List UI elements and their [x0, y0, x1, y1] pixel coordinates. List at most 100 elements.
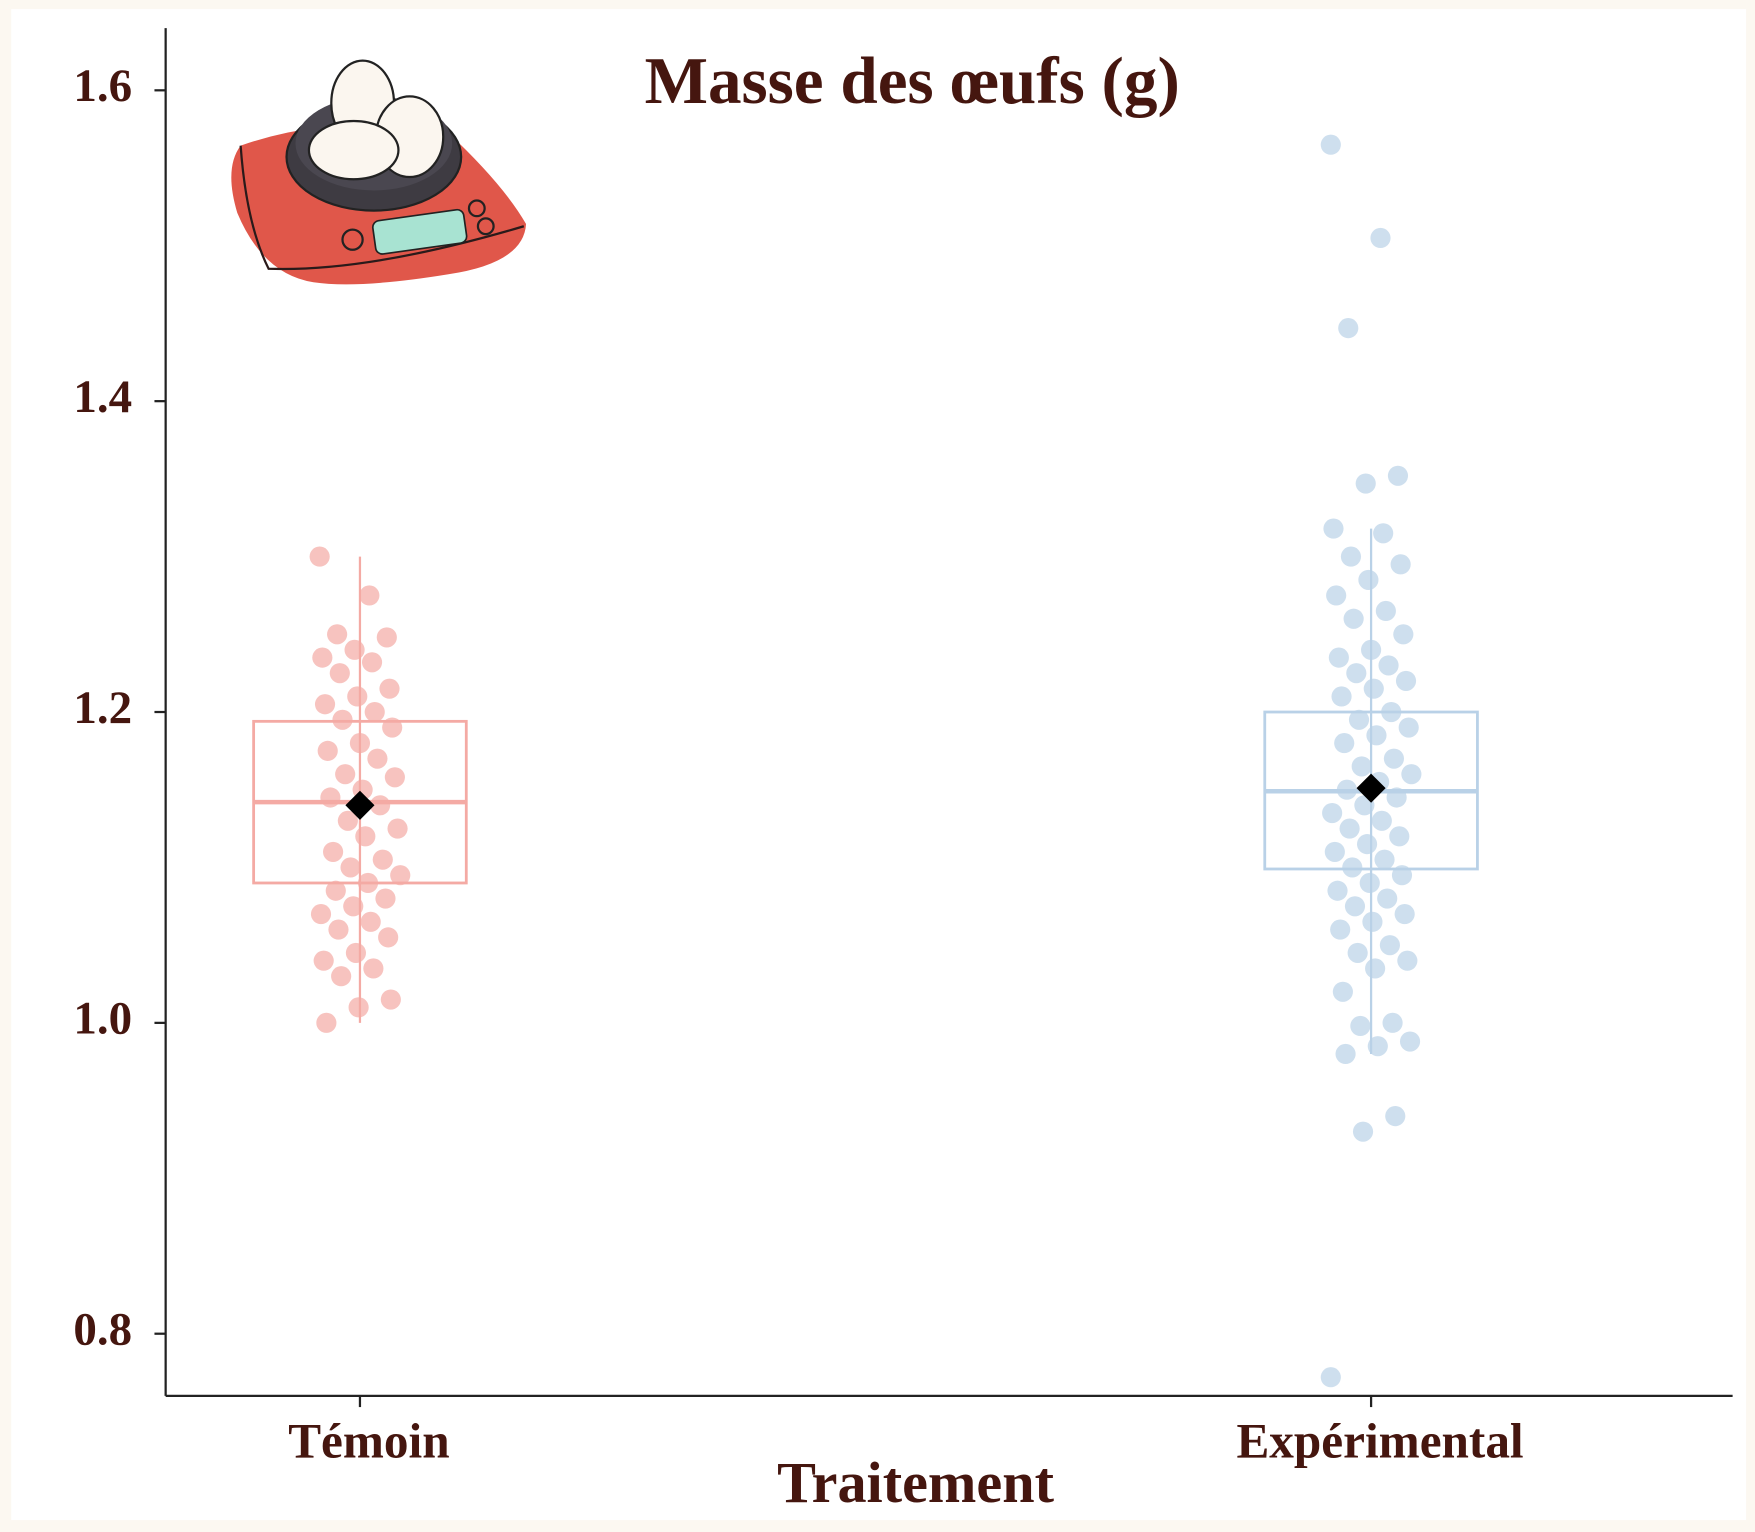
data-point: [1347, 942, 1368, 963]
y-tick-label: 0.8: [73, 1303, 132, 1355]
data-point: [1334, 733, 1355, 754]
data-point: [327, 624, 348, 645]
data-point: [331, 966, 352, 987]
data-point: [340, 857, 361, 878]
data-point: [1393, 624, 1414, 645]
data-point: [313, 950, 334, 971]
data-point: [325, 880, 346, 901]
data-point: [378, 927, 399, 948]
x-tick-label: Témoin: [288, 1414, 449, 1469]
data-point: [329, 663, 350, 684]
data-point: [1348, 709, 1370, 730]
data-point: [1339, 818, 1360, 839]
data-point: [323, 841, 344, 862]
data-point: [379, 678, 400, 699]
data-point: [384, 767, 405, 788]
data-point: [1352, 1121, 1374, 1142]
data-point: [1385, 1106, 1406, 1127]
data-point: [1371, 810, 1392, 831]
scale-icon: [231, 59, 527, 285]
data-point: [1340, 546, 1362, 567]
data-point: [360, 911, 381, 932]
data-point: [348, 997, 369, 1018]
data-point: [1391, 865, 1413, 886]
data-point: [1330, 919, 1351, 940]
data-point: [1399, 1031, 1421, 1052]
chart-title: Masse des œufs (g): [645, 43, 1180, 118]
data-point: [359, 585, 380, 606]
data-point: [355, 826, 376, 847]
data-point: [1322, 802, 1343, 824]
y-tick-label: 1.0: [73, 993, 132, 1045]
data-point: [361, 652, 383, 673]
data-point: [1374, 849, 1395, 870]
data-point: [1358, 569, 1379, 590]
data-point: [1324, 841, 1345, 862]
data-point: [1338, 318, 1359, 339]
data-point: [1320, 134, 1341, 155]
data-point: [344, 639, 365, 660]
data-point: [1361, 639, 1382, 660]
data-point: [337, 810, 358, 831]
data-point: [387, 818, 408, 839]
data-point: [317, 740, 338, 761]
data-point: [363, 958, 384, 979]
data-point: [1342, 857, 1363, 878]
data-point: [1394, 903, 1415, 925]
data-point: [1375, 600, 1396, 622]
data-point: [309, 546, 330, 567]
data-point: [380, 989, 401, 1010]
y-tick-label: 1.6: [73, 60, 132, 112]
data-point: [1328, 647, 1349, 668]
data-point: [1344, 896, 1366, 917]
data-point: [1387, 465, 1409, 486]
data-point: [1359, 872, 1380, 894]
data-point: [1346, 663, 1367, 684]
data-point: [1362, 911, 1383, 932]
data-point: [1331, 686, 1352, 707]
data-point: [1401, 764, 1422, 785]
data-point: [1356, 834, 1378, 855]
data-point: [1363, 678, 1384, 699]
data-point: [1351, 756, 1372, 777]
data-point: [367, 748, 388, 769]
data-point: [1335, 1043, 1356, 1065]
data-point: [390, 865, 411, 886]
data-point: [1350, 1015, 1371, 1037]
x-axis-title: Traitement: [777, 1450, 1054, 1515]
data-point: [1381, 701, 1402, 723]
data-point: [1355, 473, 1376, 494]
data-point: [328, 919, 349, 940]
data-point: [335, 764, 356, 785]
data-point: [1383, 748, 1404, 769]
data-point: [320, 787, 341, 808]
data-point: [347, 686, 368, 707]
data-point: [364, 701, 385, 723]
data-point: [1379, 935, 1400, 956]
data-point: [382, 717, 403, 738]
x-tick-label: Expérimental: [1236, 1414, 1523, 1469]
data-point: [1395, 670, 1417, 692]
data-point: [343, 896, 364, 917]
data-point: [314, 694, 336, 715]
data-point: [349, 733, 371, 754]
data-point: [1323, 518, 1344, 539]
data-point: [1377, 888, 1398, 909]
data-point: [1327, 880, 1348, 901]
data-point: [332, 709, 353, 730]
data-point: [310, 903, 332, 925]
data-point: [1365, 958, 1386, 979]
data-point: [375, 888, 396, 909]
data-point: [1320, 1367, 1341, 1388]
data-point: [345, 942, 366, 963]
data-point: [372, 849, 393, 870]
data-point: [1326, 585, 1347, 606]
data-point: [1382, 1012, 1403, 1033]
y-tick-label: 1.4: [73, 371, 132, 423]
data-point: [357, 872, 379, 894]
mean-marker: [1356, 773, 1386, 803]
data-point: [376, 627, 397, 648]
data-point: [1390, 554, 1411, 575]
